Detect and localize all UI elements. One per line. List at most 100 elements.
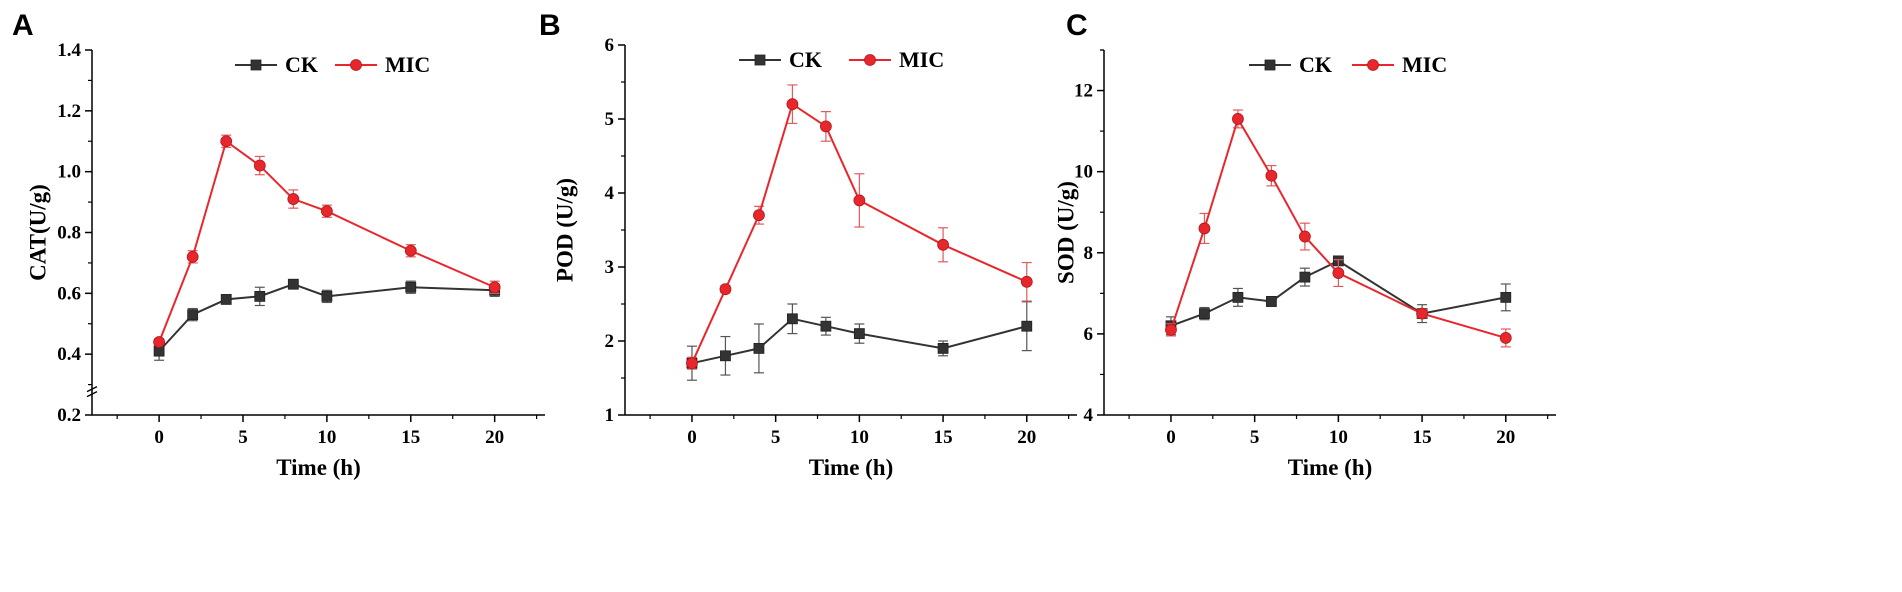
ck-series-line	[1170, 259, 1506, 327]
x-tick-label: 0	[154, 427, 164, 448]
mic-series-line	[691, 102, 1028, 364]
mic-point	[287, 193, 300, 205]
x-tick-label: 15	[401, 427, 420, 448]
panel-a: A 0.2 0.4 0.6 0.8 1.0 1.2 1.4 0 5 10 15 20 Time (h) CA…	[0, 0, 634, 592]
ck-point	[1266, 296, 1277, 307]
y-tick-label: 6	[605, 35, 615, 56]
panel-letter: B	[539, 9, 561, 42]
chart-c: C 4 6 8 10 12 0 5 10 15 20 Time (h) SOD (U/g) CK MIC	[1053, 9, 1556, 480]
mic-point	[786, 98, 799, 111]
y-tick-label: 0.8	[57, 223, 81, 244]
y-tick-label: 12	[1074, 81, 1093, 102]
mic-series-line	[158, 139, 496, 343]
x-axis-title: Time (h)	[809, 455, 894, 480]
mic-point	[937, 238, 949, 251]
mic-point	[1499, 332, 1512, 344]
mic-point	[153, 336, 166, 348]
x-tick-label: 10	[850, 427, 869, 448]
mic-point	[1332, 267, 1345, 279]
ck-point	[321, 290, 333, 302]
y-tick-label: 0.6	[57, 283, 81, 304]
axis-break	[86, 391, 98, 398]
legend-mic-marker	[350, 59, 362, 71]
mic-point	[1265, 169, 1278, 182]
mic-point	[1232, 113, 1244, 125]
ck-point	[1500, 291, 1512, 303]
ck-point	[187, 309, 199, 321]
y-tick-label: 4	[1084, 405, 1094, 426]
mic-point	[1416, 307, 1428, 320]
mic-point	[404, 244, 417, 257]
ck-point	[1199, 308, 1210, 320]
legend-ck-marker	[250, 59, 262, 71]
mic-point	[1198, 222, 1211, 235]
x-tick-label: 0	[687, 427, 697, 448]
panel-letter: A	[12, 9, 34, 42]
ck-point	[1299, 271, 1311, 283]
mic-point	[719, 283, 732, 296]
ck-point	[405, 281, 417, 293]
y-tick-label: 3	[605, 257, 615, 278]
y-tick-label: 1.0	[57, 162, 81, 183]
mic-point	[819, 120, 832, 133]
y-tick-label: 5	[605, 109, 615, 130]
panel-c: C 4 6 8 10 12 0 5 10 15 20 Time (h) SOD (U/g) CK MIC	[1053, 0, 1688, 592]
legend-mic-label: MIC	[899, 47, 944, 72]
x-tick-label: 5	[238, 427, 248, 448]
ck-point	[753, 342, 765, 354]
y-tick-label: 1.2	[57, 101, 81, 122]
x-tick-label: 0	[1166, 427, 1176, 448]
mic-point	[1165, 323, 1177, 336]
ck-point	[720, 350, 731, 362]
mic-point	[753, 209, 765, 222]
panel-b: B 1 2 3 4 5 6 0 5 10 15 20 Time (h) POD (U/g) CK MIC	[527, 0, 1161, 592]
ck-point	[1232, 291, 1244, 303]
mic-point	[488, 281, 501, 294]
y-tick-label: 4	[605, 183, 615, 204]
legend-mic-label: MIC	[385, 52, 430, 77]
ck-point	[254, 290, 266, 302]
y-tick-label: 1.4	[57, 40, 81, 61]
chart-b: B 1 2 3 4 5 6 0 5 10 15 20 Time (h) POD (U/g) CK MIC	[539, 9, 1077, 480]
x-tick-label: 5	[1250, 427, 1260, 448]
y-tick-label: 8	[1084, 243, 1094, 264]
ck-point	[1021, 320, 1033, 332]
y-axis-title: POD (U/g)	[552, 178, 577, 282]
y-tick-label: 2	[605, 331, 615, 352]
mic-point	[1020, 275, 1033, 288]
ck-point	[820, 320, 832, 332]
x-axis-title: Time (h)	[1288, 455, 1373, 480]
panel-letter: C	[1066, 9, 1088, 42]
x-tick-label: 20	[1496, 427, 1515, 448]
y-tick-label: 0.2	[57, 405, 81, 426]
x-tick-label: 5	[771, 427, 781, 448]
legend-ck-marker	[754, 54, 766, 66]
x-tick-label: 20	[1017, 427, 1036, 448]
x-tick-label: 10	[317, 427, 336, 448]
x-tick-label: 15	[934, 427, 953, 448]
y-tick-label: 6	[1084, 324, 1094, 345]
mic-series-line	[1170, 116, 1507, 339]
legend-ck-marker	[1264, 59, 1276, 71]
x-axis-title: Time (h)	[276, 455, 361, 480]
ck-series-line	[691, 317, 1028, 365]
mic-point	[186, 250, 199, 263]
mic-point	[320, 205, 333, 218]
mic-point	[220, 135, 233, 148]
legend-mic-marker	[864, 54, 876, 66]
y-tick-label: 1	[605, 405, 615, 426]
mic-point	[253, 159, 266, 172]
ck-point	[287, 278, 299, 290]
legend-mic-marker	[1367, 59, 1379, 71]
mic-point	[853, 194, 866, 207]
legend-ck-label: CK	[789, 47, 822, 72]
mic-point	[686, 357, 698, 370]
chart-a: A 0.2 0.4 0.6 0.8 1.0 1.2 1.4 0 5 10 15 20 Time (h) CA…	[12, 9, 545, 480]
y-axis-title: SOD (U/g)	[1053, 181, 1078, 284]
ck-point	[787, 313, 798, 325]
ck-series-line	[158, 283, 495, 352]
mic-point	[1298, 230, 1311, 243]
ck-point	[853, 328, 865, 340]
y-axis-title: CAT(U/g)	[25, 184, 50, 281]
x-tick-label: 10	[1329, 427, 1348, 448]
